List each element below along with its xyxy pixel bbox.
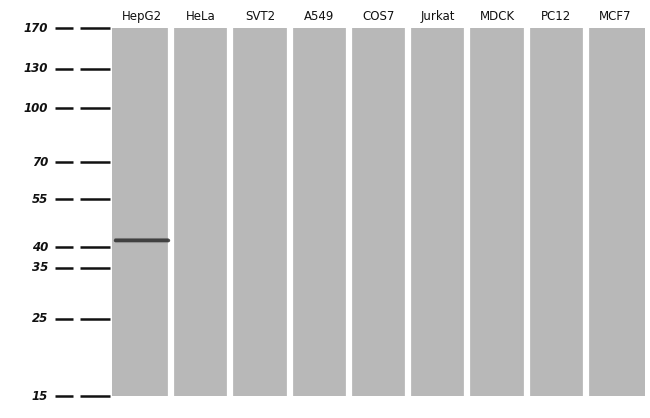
Text: 35: 35	[32, 261, 48, 274]
Text: Jurkat: Jurkat	[421, 10, 455, 23]
Text: HeLa: HeLa	[186, 10, 216, 23]
Text: 55: 55	[32, 193, 48, 206]
Text: A549: A549	[304, 10, 335, 23]
Text: PC12: PC12	[541, 10, 571, 23]
Text: 70: 70	[32, 156, 48, 169]
Text: 15: 15	[32, 390, 48, 403]
Text: 100: 100	[23, 102, 48, 115]
Text: MCF7: MCF7	[599, 10, 632, 23]
Text: 130: 130	[23, 62, 48, 75]
Text: 170: 170	[23, 21, 48, 35]
Text: SVT2: SVT2	[245, 10, 275, 23]
Text: HepG2: HepG2	[122, 10, 162, 23]
Text: 25: 25	[32, 312, 48, 325]
Text: COS7: COS7	[362, 10, 395, 23]
Text: 40: 40	[32, 241, 48, 254]
Bar	[112, 28, 645, 396]
Text: MDCK: MDCK	[480, 10, 515, 23]
